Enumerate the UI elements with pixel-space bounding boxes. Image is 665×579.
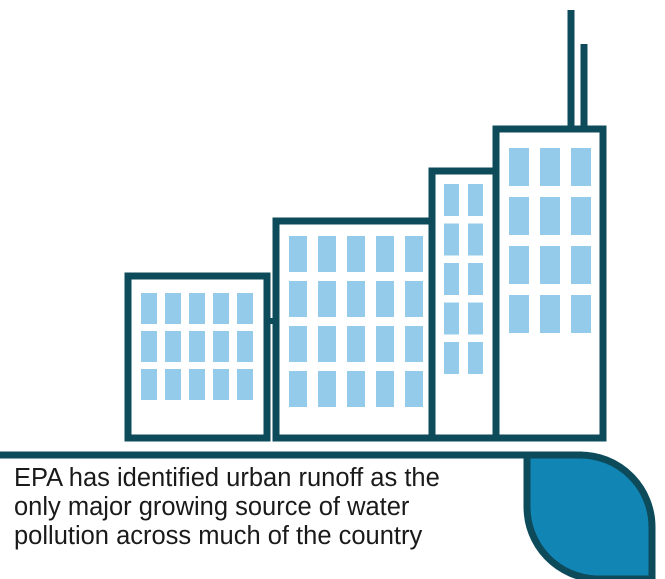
window <box>468 342 483 374</box>
building-4-windows <box>509 148 591 333</box>
window <box>540 197 560 235</box>
window <box>189 331 205 362</box>
building-3-windows <box>444 184 483 374</box>
window <box>141 331 157 362</box>
window <box>376 326 394 362</box>
window <box>165 293 181 324</box>
window <box>405 371 423 407</box>
window <box>289 371 307 407</box>
runoff-drain-shape <box>523 451 656 579</box>
building-1-windows <box>141 293 253 400</box>
window <box>289 281 307 317</box>
window <box>468 302 483 335</box>
building-2-windows <box>289 236 423 407</box>
window <box>405 281 423 317</box>
window <box>318 326 336 362</box>
window <box>213 331 229 362</box>
window <box>571 246 591 284</box>
window <box>318 236 336 272</box>
window <box>444 302 459 335</box>
window <box>318 371 336 407</box>
window <box>189 293 205 324</box>
window <box>405 326 423 362</box>
window <box>376 281 394 317</box>
window <box>444 342 459 374</box>
window <box>509 295 529 333</box>
antennas <box>567 10 588 129</box>
window <box>347 371 365 407</box>
window <box>347 236 365 272</box>
window <box>444 263 459 295</box>
window <box>540 148 560 186</box>
window <box>189 369 205 400</box>
window <box>468 184 483 216</box>
window <box>509 197 529 235</box>
window <box>509 148 529 186</box>
window <box>237 293 253 324</box>
window <box>376 371 394 407</box>
window <box>141 293 157 324</box>
window <box>289 236 307 272</box>
caption: EPA has identified urban runoff as the o… <box>14 464 534 551</box>
window <box>213 293 229 324</box>
window <box>347 281 365 317</box>
window <box>571 197 591 235</box>
building-3 <box>428 167 500 442</box>
window <box>289 326 307 362</box>
window <box>165 369 181 400</box>
window <box>571 295 591 333</box>
caption-line-3: pollution across much of the country <box>14 522 423 550</box>
window <box>237 331 253 362</box>
window <box>347 326 365 362</box>
window <box>376 236 394 272</box>
window <box>540 246 560 284</box>
window <box>213 369 229 400</box>
window <box>444 223 459 256</box>
window <box>141 369 157 400</box>
window <box>468 263 483 295</box>
window <box>540 295 560 333</box>
window <box>509 246 529 284</box>
window <box>468 223 483 256</box>
window <box>165 331 181 362</box>
window <box>318 281 336 317</box>
window <box>444 184 459 216</box>
window <box>571 148 591 186</box>
caption-line-2: only major growing source of water <box>14 493 410 521</box>
caption-line-1: EPA has identified urban runoff as the <box>14 464 440 492</box>
window <box>405 236 423 272</box>
window <box>237 369 253 400</box>
